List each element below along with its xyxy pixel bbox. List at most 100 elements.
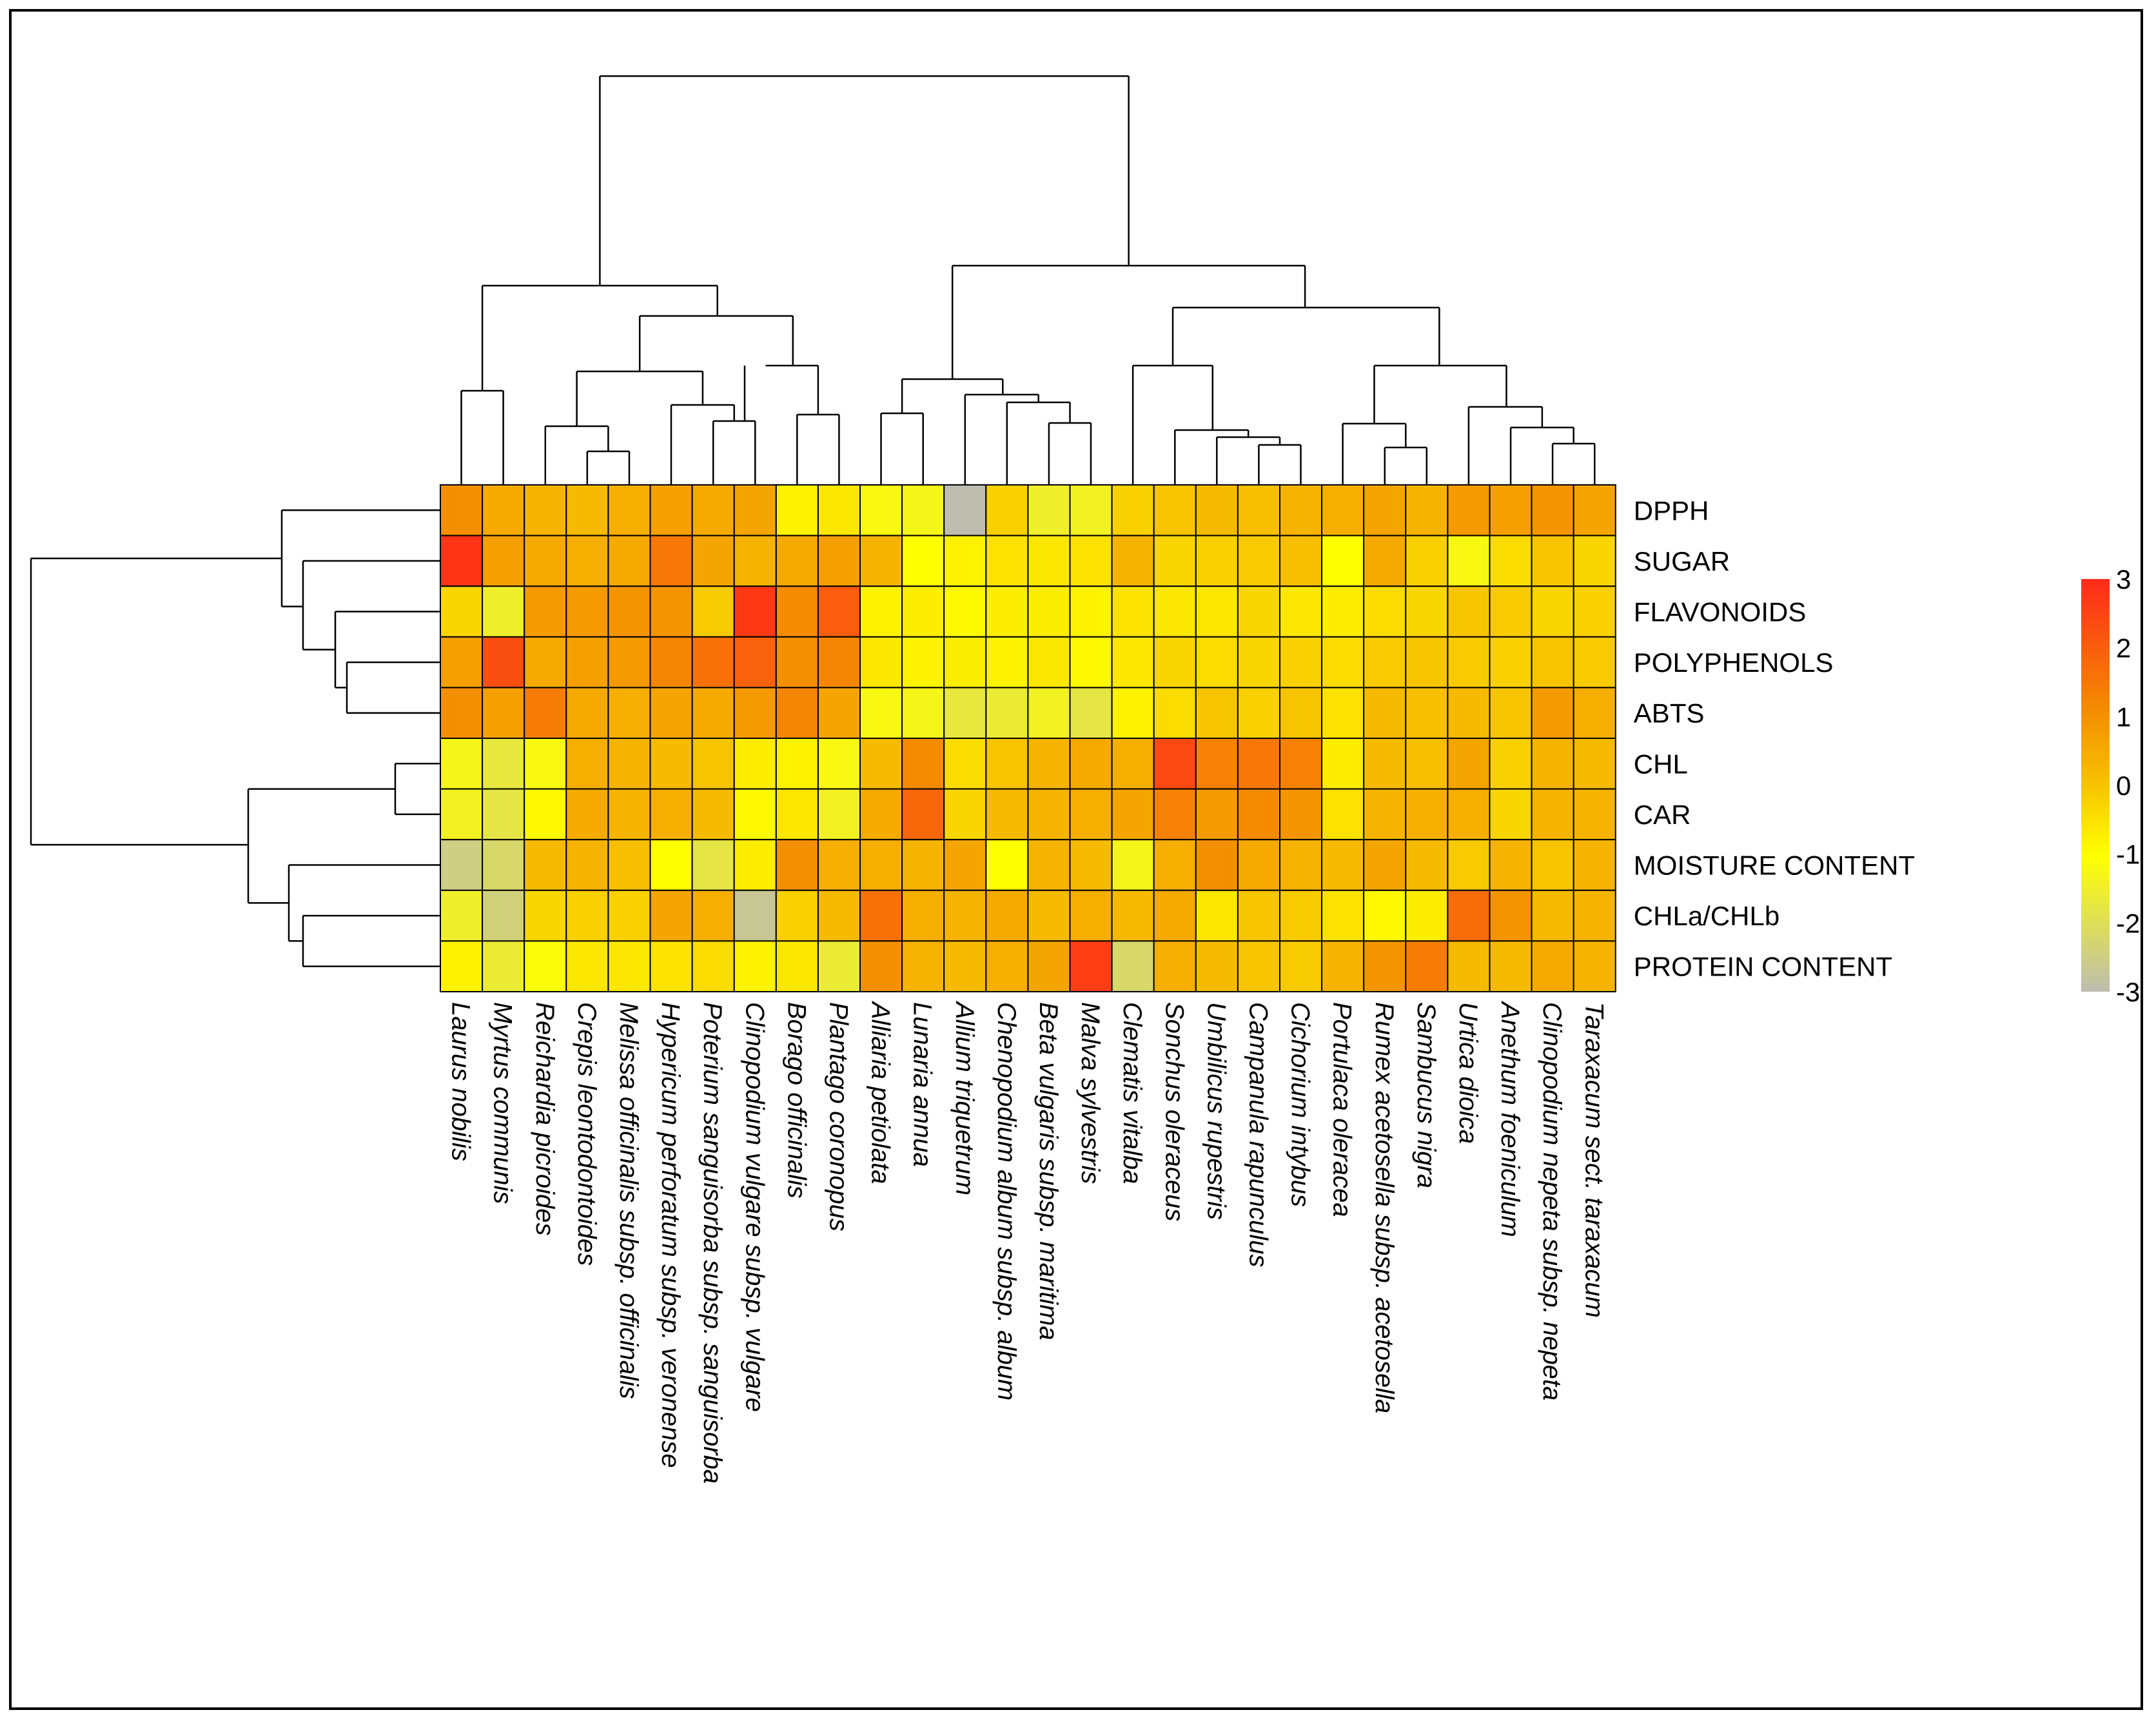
heatmap-cell <box>1573 788 1616 841</box>
heatmap-cell <box>482 788 525 841</box>
column-label: Anethum foeniculum <box>1496 1001 1524 1237</box>
heatmap-cell <box>817 585 861 638</box>
heatmap-cell <box>775 484 819 536</box>
heatmap-cell <box>1111 788 1155 841</box>
heatmap-cell <box>1405 484 1449 536</box>
heatmap-cell <box>565 940 609 993</box>
heatmap-cell <box>1195 484 1239 536</box>
heatmap-cell <box>1195 535 1239 587</box>
heatmap-cell <box>1321 839 1365 891</box>
heatmap-cell <box>943 839 987 891</box>
heatmap-cell <box>943 585 987 638</box>
heatmap-cell <box>1279 788 1323 841</box>
heatmap-cell <box>1027 788 1071 841</box>
heatmap-cell <box>859 585 903 638</box>
heatmap-cell <box>1069 839 1113 891</box>
heatmap-cell <box>1153 687 1197 740</box>
heatmap-cell <box>1489 687 1533 740</box>
heatmap-cell <box>859 788 903 841</box>
heatmap-cell <box>1111 484 1155 536</box>
heatmap-cell <box>1321 940 1365 993</box>
heatmap-cell <box>482 484 525 536</box>
heatmap-cell <box>1027 687 1071 740</box>
heatmap-cell <box>1195 687 1239 740</box>
heatmap-cell <box>1489 738 1533 790</box>
heatmap-cell <box>1111 535 1155 587</box>
heatmap-cell <box>1531 585 1574 638</box>
heatmap-cell <box>607 535 651 587</box>
heatmap-cell <box>733 889 777 942</box>
heatmap-cell <box>1489 889 1533 942</box>
column-label: Beta vulgaris subsp. maritima <box>1034 1002 1063 1341</box>
heatmap-cell <box>985 738 1029 790</box>
heatmap-cell <box>1237 687 1281 740</box>
heatmap-cell <box>1573 940 1616 993</box>
heatmap-cell <box>440 585 484 638</box>
heatmap-cell <box>1195 940 1239 993</box>
heatmap-cell <box>859 636 903 689</box>
heatmap-cell <box>1573 889 1616 942</box>
heatmap-cell <box>1405 636 1449 689</box>
heatmap-cell <box>859 687 903 740</box>
heatmap-cell <box>649 484 693 536</box>
heatmap-cell <box>817 687 861 740</box>
heatmap-cell <box>901 940 945 993</box>
heatmap-cell <box>691 889 735 942</box>
heatmap-cell <box>859 839 903 891</box>
heatmap-cell <box>649 687 693 740</box>
heatmap-cell <box>1279 889 1323 942</box>
heatmap-cell <box>1447 484 1491 536</box>
heatmap-cell <box>1237 940 1281 993</box>
row-label: CAR <box>1634 800 1691 830</box>
heatmap-cell <box>901 687 945 740</box>
heatmap-cell <box>524 889 567 942</box>
heatmap-cell <box>1447 585 1491 638</box>
column-label: Campanula rapunculus <box>1244 1002 1272 1267</box>
heatmap-cell <box>1489 585 1533 638</box>
column-label: Hypericum perforatum subsp. veronense <box>656 1002 685 1468</box>
heatmap-cells <box>440 484 1616 993</box>
heatmap-cell <box>691 687 735 740</box>
heatmap-cell <box>649 940 693 993</box>
colorbar-tick-label: 3 <box>2116 564 2131 594</box>
column-label: Poterium sanguisorba subsp. sanguisorba <box>698 1002 727 1484</box>
heatmap-cell <box>817 636 861 689</box>
heatmap-cell <box>1153 889 1197 942</box>
heatmap-cell <box>775 940 819 993</box>
heatmap-cell <box>1405 889 1449 942</box>
heatmap-cell <box>1069 585 1113 638</box>
heatmap-cell <box>649 636 693 689</box>
column-label: Lunaria annua <box>908 1002 937 1167</box>
heatmap-cell <box>1531 535 1574 587</box>
heatmap-cell <box>943 636 987 689</box>
column-label: Rumex acetosella subsp. acetosella <box>1370 1002 1398 1413</box>
row-label: FLAVONOIDS <box>1634 597 1807 627</box>
heatmap-cell <box>1027 738 1071 790</box>
heatmap-cell <box>775 535 819 587</box>
heatmap-cell <box>1489 788 1533 841</box>
column-label: Urtica dioica <box>1454 1002 1482 1144</box>
heatmap-cell <box>1363 484 1407 536</box>
heatmap-cell <box>1069 535 1113 587</box>
heatmap-cell <box>607 484 651 536</box>
colorbar-ticks: 3 2 1 0 -1 -2 -3 <box>2116 564 2140 1007</box>
heatmap-cell <box>440 484 484 536</box>
heatmap-cell <box>859 484 903 536</box>
heatmap-cell <box>482 636 525 689</box>
heatmap-cell <box>1279 636 1323 689</box>
heatmap-cell <box>524 687 567 740</box>
heatmap-cell <box>1363 940 1407 993</box>
heatmap-cell <box>817 788 861 841</box>
heatmap-cell <box>1321 484 1365 536</box>
heatmap-cell <box>607 788 651 841</box>
heatmap-cell <box>1573 839 1616 891</box>
heatmap-cell <box>1447 535 1491 587</box>
heatmap-cell <box>859 535 903 587</box>
colorbar-tick-label: 1 <box>2116 702 2131 732</box>
heatmap-cell <box>1279 535 1323 587</box>
heatmap-cell <box>1363 839 1407 891</box>
heatmap-cell <box>1489 839 1533 891</box>
heatmap-cell <box>565 585 609 638</box>
heatmap-cell <box>565 788 609 841</box>
row-label: ABTS <box>1634 698 1705 729</box>
